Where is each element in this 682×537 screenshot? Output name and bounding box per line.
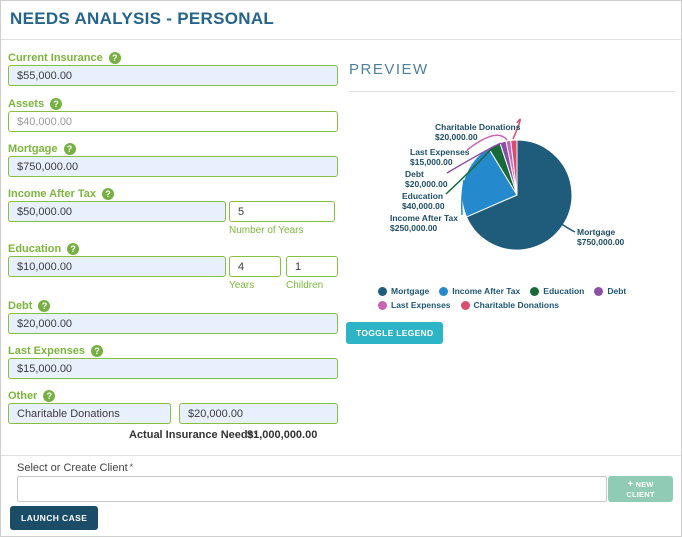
title-divider	[1, 39, 681, 40]
education-input[interactable]	[8, 256, 226, 277]
pie-slice-charitable-donations[interactable]	[510, 139, 518, 196]
pie-label-mortgage: Mortgage $750,000.00	[577, 227, 625, 247]
field-row-debt: Debt ?	[8, 300, 338, 334]
education-children-input[interactable]	[286, 256, 338, 277]
plus-icon: +	[627, 479, 634, 490]
current-insurance-label: Current Insurance ?	[8, 52, 338, 64]
legend-label: Mortgage	[391, 286, 430, 296]
field-row-mortgage: Mortgage ?	[8, 143, 338, 177]
field-row-current-insurance: Current Insurance ?	[8, 52, 338, 86]
field-row-last-expenses: Last Expenses ?	[8, 345, 338, 379]
legend-item-income-after-tax: Income After Tax	[439, 286, 520, 296]
field-row-income-after-tax: Income After Tax ? Number of Years	[8, 188, 338, 236]
current-insurance-label-text: Current Insurance	[8, 52, 103, 64]
income-after-tax-label-text: Income After Tax	[8, 188, 97, 200]
select-or-create-client-label: Select or Create Client *	[17, 462, 133, 474]
legend-label: Charitable Donations	[473, 300, 560, 310]
pie-callout-line-income-after-tax	[461, 179, 465, 216]
legend-label: Education	[543, 286, 585, 296]
help-icon[interactable]: ?	[38, 300, 51, 312]
debt-label-text: Debt	[8, 300, 33, 312]
legend-item-mortgage: Mortgage	[378, 286, 429, 296]
income-after-tax-input[interactable]	[8, 201, 226, 222]
other-label: Other ?	[8, 390, 338, 402]
last-expenses-input[interactable]	[8, 358, 338, 379]
legend-item-last-expenses: Last Expenses	[378, 300, 451, 310]
client-label-text: Select or Create Client	[17, 462, 128, 474]
help-icon[interactable]: ?	[63, 143, 76, 155]
pie-callout-line-mortgage	[559, 222, 576, 233]
legend-label: Last Expenses	[391, 300, 451, 310]
number-of-years-label: Number of Years	[229, 225, 304, 236]
other-name-input[interactable]	[8, 403, 171, 424]
current-insurance-input[interactable]	[8, 65, 338, 86]
pie-callout-line-charitable-donations	[512, 118, 521, 140]
page-title: NEEDS ANALYSIS - PERSONAL	[10, 9, 275, 28]
debt-input[interactable]	[8, 313, 338, 334]
years-label: Years	[229, 280, 255, 291]
legend-dot-icon	[439, 286, 449, 296]
legend-dot-icon	[378, 286, 387, 296]
help-icon[interactable]: ?	[102, 188, 115, 200]
education-years-input[interactable]	[229, 256, 281, 277]
required-marker: *	[129, 462, 134, 472]
children-label: Children	[286, 280, 324, 291]
help-icon[interactable]: ?	[50, 98, 63, 110]
help-icon[interactable]: ?	[108, 52, 121, 64]
other-label-text: Other	[8, 390, 38, 402]
new-client-button-label: NEW CLIENT	[626, 480, 655, 499]
launch-case-button[interactable]: LAUNCH CASE	[10, 506, 99, 530]
pie-callout-line-debt	[446, 142, 502, 174]
pie-callout-line-last-expenses	[466, 134, 508, 151]
needs-pie-chart: Mortgage $750,000.00 Income After Tax $250,…	[390, 118, 625, 251]
legend-item-debt: Debt	[594, 286, 626, 296]
field-row-assets: Assets ?	[8, 98, 338, 132]
income-after-tax-label: Income After Tax ?	[8, 188, 338, 200]
legend-dot-icon	[460, 300, 470, 310]
toggle-legend-button[interactable]: TOGGLE LEGEND	[346, 322, 444, 344]
other-amount-input[interactable]	[179, 403, 338, 424]
assets-label-text: Assets	[8, 98, 45, 110]
preview-divider	[349, 91, 675, 92]
legend-label: Income After Tax	[452, 286, 521, 296]
field-row-other: Other ?	[8, 390, 338, 424]
legend-item-education: Education	[530, 286, 584, 296]
last-expenses-label: Last Expenses ?	[8, 345, 338, 357]
education-label-text: Education	[8, 243, 62, 255]
preview-title: PREVIEW	[349, 61, 429, 78]
pie-label-education: Education $40,000.00	[402, 191, 445, 211]
pie-callout-line-education	[445, 146, 494, 195]
mortgage-label: Mortgage ?	[8, 143, 338, 155]
legend-dot-icon	[378, 300, 387, 310]
chart-legend: Mortgage Income After Tax Education Debt Las…	[378, 286, 670, 310]
legend-dot-icon	[594, 286, 604, 296]
client-select-input[interactable]	[17, 476, 607, 502]
education-label: Education ?	[8, 243, 338, 255]
mortgage-label-text: Mortgage	[8, 143, 58, 155]
legend-dot-icon	[530, 286, 540, 296]
mortgage-input[interactable]	[8, 156, 338, 177]
actual-insurance-needs-value: $1,000,000.00	[247, 429, 318, 441]
pie-label-last-expenses: Last Expenses $15,000.00	[410, 147, 470, 167]
pie-label-charitable-donations: Charitable Donations $20,000.00	[435, 122, 521, 142]
field-row-education: Education ? Years Children	[8, 243, 338, 291]
assets-label: Assets ?	[8, 98, 338, 110]
pie-label-income-after-tax: Income After Tax $250,000.00	[390, 213, 458, 233]
actual-insurance-needs-label: Actual Insurance Needs:	[129, 429, 258, 441]
help-icon[interactable]: ?	[91, 345, 104, 357]
income-years-input[interactable]	[229, 201, 335, 222]
help-icon[interactable]: ?	[43, 390, 56, 402]
footer-divider	[1, 455, 681, 456]
debt-label: Debt ?	[8, 300, 338, 312]
pie-chart-container: Mortgage $750,000.00 Income After Tax $250,…	[349, 99, 675, 287]
last-expenses-label-text: Last Expenses	[8, 345, 86, 357]
legend-item-charitable-donations: Charitable Donations	[460, 300, 560, 310]
pie-label-debt: Debt $20,000.00	[405, 169, 448, 189]
new-client-button[interactable]: + NEW CLIENT	[608, 476, 673, 502]
legend-label: Debt	[607, 286, 627, 296]
help-icon[interactable]: ?	[67, 243, 80, 255]
assets-input[interactable]	[8, 111, 338, 132]
